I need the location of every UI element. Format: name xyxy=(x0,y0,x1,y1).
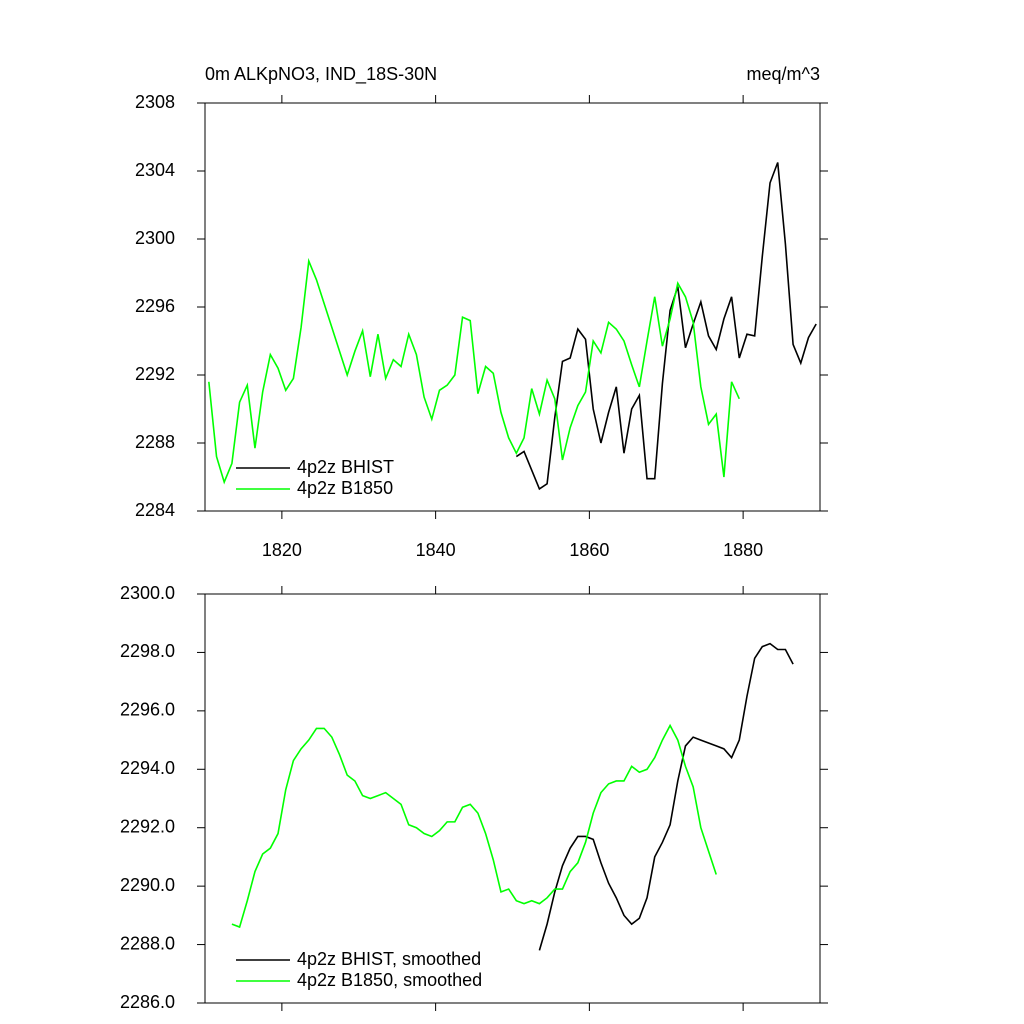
y-tick-label: 2292 xyxy=(135,364,175,384)
data-line xyxy=(515,162,817,491)
legend-label: 4p2z B1850 xyxy=(297,478,393,498)
y-tick-label: 2290.0 xyxy=(120,875,175,895)
chart-title: 0m ALKpNO3, IND_18S-30N xyxy=(205,64,437,85)
x-tick-label: 1860 xyxy=(569,540,609,560)
legend-label: 4p2z BHIST, smoothed xyxy=(297,949,481,969)
y-tick-label: 2286.0 xyxy=(120,992,175,1012)
y-tick-label: 2296 xyxy=(135,296,175,316)
data-line xyxy=(208,257,741,485)
units-label: meq/m^3 xyxy=(747,64,820,84)
x-tick-label: 1840 xyxy=(416,540,456,560)
y-tick-label: 2304 xyxy=(135,160,175,180)
y-tick-label: 2308 xyxy=(135,92,175,112)
x-tick-label: 1820 xyxy=(262,540,302,560)
y-tick-label: 2300.0 xyxy=(120,583,175,603)
y-tick-label: 2296.0 xyxy=(120,700,175,720)
legend-label: 4p2z B1850, smoothed xyxy=(297,970,482,990)
y-tick-label: 2292.0 xyxy=(120,816,175,836)
y-tick-label: 2298.0 xyxy=(120,641,175,661)
y-tick-label: 2288.0 xyxy=(120,933,175,953)
data-line xyxy=(231,723,717,929)
x-tick-label: 1880 xyxy=(723,540,763,560)
legend-label: 4p2z BHIST xyxy=(297,457,394,477)
y-tick-label: 2294.0 xyxy=(120,758,175,778)
plot-frame xyxy=(204,593,821,1004)
y-tick-label: 2288 xyxy=(135,432,175,452)
y-tick-label: 2300 xyxy=(135,228,175,248)
data-line xyxy=(538,642,794,951)
y-tick-label: 2284 xyxy=(135,500,175,520)
